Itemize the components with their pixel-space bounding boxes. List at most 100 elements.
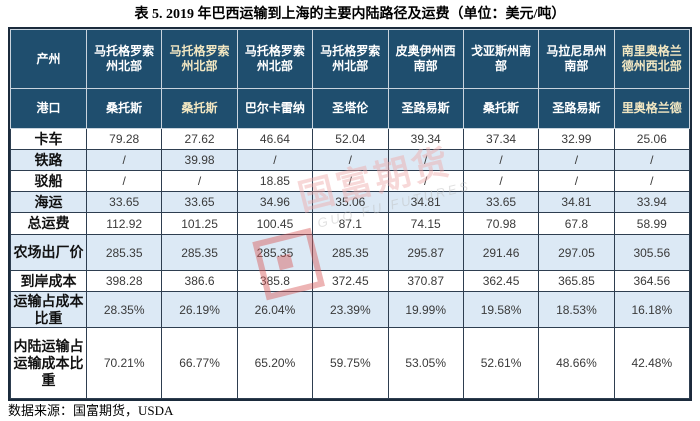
table-cell: 26.04% (236, 291, 314, 328)
state-header-cell: 南里奥格兰德州西北部 (613, 29, 691, 89)
table-row: 卡车 79.28 27.62 46.64 52.04 39.34 37.34 32.99 25.… (10, 128, 691, 150)
table-cell: / (312, 170, 389, 192)
port-header-cell: 桑托斯 (462, 88, 540, 129)
table-cell: 74.15 (387, 212, 464, 235)
table-cell: 112.92 (85, 212, 163, 235)
row-label: 总运费 (10, 212, 87, 235)
port-header-cell: 桑托斯 (161, 88, 238, 129)
table-cell: 33.65 (462, 191, 540, 213)
table-cell: 59.75% (312, 327, 389, 399)
table-cell: / (85, 149, 163, 171)
port-header-cell: 圣路易斯 (387, 88, 464, 129)
port-header-cell: 巴尔卡雷纳 (236, 88, 314, 129)
table-cell: 100.45 (236, 212, 314, 235)
table-cell: 27.62 (161, 128, 238, 150)
table-cell: / (161, 170, 238, 192)
row-label: 卡车 (10, 128, 87, 150)
table-row: 农场出厂价 285.35 285.35 285.35 285.35 295.87 291.4… (10, 234, 691, 271)
port-row-header: 港口 (10, 88, 87, 129)
table-cell: 70.98 (462, 212, 540, 235)
table-cell: 52.61% (462, 327, 540, 399)
table-cell: 386.6 (161, 270, 238, 292)
table-cell: 291.46 (462, 234, 540, 271)
table-row: 运输占成本比重 28.35% 26.19% 26.04% 23.39% 19.99% 19.… (10, 291, 691, 328)
table-cell: 52.04 (312, 128, 389, 150)
table-cell: / (538, 170, 615, 192)
table-cell: 23.39% (312, 291, 389, 328)
port-header-row: 港口 桑托斯 桑托斯 巴尔卡雷纳 圣塔伦 圣路易斯 桑托斯 圣路易斯 里奥格兰德 (10, 88, 691, 129)
table-cell: 58.99 (613, 212, 691, 235)
table-cell: 101.25 (161, 212, 238, 235)
table-cell: 39.98 (161, 149, 238, 171)
row-label: 驳船 (10, 170, 87, 192)
table-cell: 365.85 (538, 270, 615, 292)
table-row: 驳船 //18.85// / / / (10, 170, 691, 192)
row-label: 运输占成本比重 (10, 291, 87, 328)
table-cell: 26.19% (161, 291, 238, 328)
table-cell: / (236, 149, 314, 171)
table-cell: 16.18% (613, 291, 691, 328)
table-cell: 53.05% (387, 327, 464, 399)
table-cell: 19.99% (387, 291, 464, 328)
table-cell: / (387, 149, 464, 171)
table-cell: 46.64 (236, 128, 314, 150)
state-header-cell: 马托格罗索州北部 (161, 29, 238, 89)
table-cell: 70.21% (85, 327, 163, 399)
port-header-cell: 圣塔伦 (312, 88, 389, 129)
table-row: 到岸成本 398.28 386.6 385.8 372.45 370.87 362.45 36… (10, 270, 691, 292)
table-cell: 285.35 (161, 234, 238, 271)
table-cell: 285.35 (312, 234, 389, 271)
state-header-cell: 马拉尼昂州南部 (538, 29, 615, 89)
table-cell: 34.96 (236, 191, 314, 213)
row-label: 铁路 (10, 149, 87, 171)
state-row-header: 产州 (10, 29, 87, 89)
table-cell: / (613, 170, 691, 192)
freight-table: 产州 马托格罗索州北部 马托格罗索州北部 马托格罗索州北部 马托格罗索州北部 皮奥伊州西南… (10, 29, 691, 399)
table-cell: 295.87 (387, 234, 464, 271)
table-cell: 33.65 (85, 191, 163, 213)
table-cell: / (312, 149, 389, 171)
table-cell: 297.05 (538, 234, 615, 271)
table-cell: 285.35 (85, 234, 163, 271)
table-cell: 35.06 (312, 191, 389, 213)
table-cell: 28.35% (85, 291, 163, 328)
table-row: 内陆运输占运输成本比重 70.21% 66.77% 65.20% 59.75% 53.05… (10, 327, 691, 399)
freight-table-container: 产州 马托格罗索州北部 马托格罗索州北部 马托格罗索州北部 马托格罗索州北部 皮奥伊州西南… (8, 27, 692, 401)
table-cell: / (85, 170, 163, 192)
state-header-cell: 马托格罗索州北部 (312, 29, 389, 89)
table-cell: 48.66% (538, 327, 615, 399)
row-label: 农场出厂价 (10, 234, 87, 271)
table-cell: 362.45 (462, 270, 540, 292)
table-cell: / (387, 170, 464, 192)
table-cell: 32.99 (538, 128, 615, 150)
table-cell: 385.8 (236, 270, 314, 292)
port-header-cell: 桑托斯 (85, 88, 163, 129)
table-cell: / (538, 149, 615, 171)
state-header-cell: 皮奥伊州西南部 (387, 29, 464, 89)
state-header-row: 产州 马托格罗索州北部 马托格罗索州北部 马托格罗索州北部 马托格罗索州北部 皮奥伊州西南… (10, 29, 691, 89)
table-cell: 67.8 (538, 212, 615, 235)
table-cell: 33.94 (613, 191, 691, 213)
table-cell: 18.53% (538, 291, 615, 328)
table-cell: / (613, 149, 691, 171)
state-header-cell: 马托格罗索州北部 (85, 29, 163, 89)
table-cell: 370.87 (387, 270, 464, 292)
state-header-cell: 戈亚斯州南部 (462, 29, 540, 89)
table-cell: 34.81 (538, 191, 615, 213)
row-label: 内陆运输占运输成本比重 (10, 327, 87, 399)
row-label: 到岸成本 (10, 270, 87, 292)
port-header-cell: 里奥格兰德 (613, 88, 691, 129)
table-cell: 19.58% (462, 291, 540, 328)
table-title: 表 5. 2019 年巴西运输到上海的主要内陆路径及运费（单位：美元/吨） (134, 7, 566, 22)
table-cell: 65.20% (236, 327, 314, 399)
table-cell: 18.85 (236, 170, 314, 192)
table-row: 总运费 112.92 101.25 100.45 87.1 74.15 70.98 67.8 5… (10, 212, 691, 235)
table-cell: 364.56 (613, 270, 691, 292)
table-cell: 305.56 (613, 234, 691, 271)
table-cell: 79.28 (85, 128, 163, 150)
table-row: 海运 33.65 33.65 34.96 35.06 34.81 33.65 34.81 33.… (10, 191, 691, 213)
table-cell: 34.81 (387, 191, 464, 213)
table-row: 铁路/39.98// / / / / (10, 149, 691, 171)
table-cell: 33.65 (161, 191, 238, 213)
table-cell: 25.06 (613, 128, 691, 150)
